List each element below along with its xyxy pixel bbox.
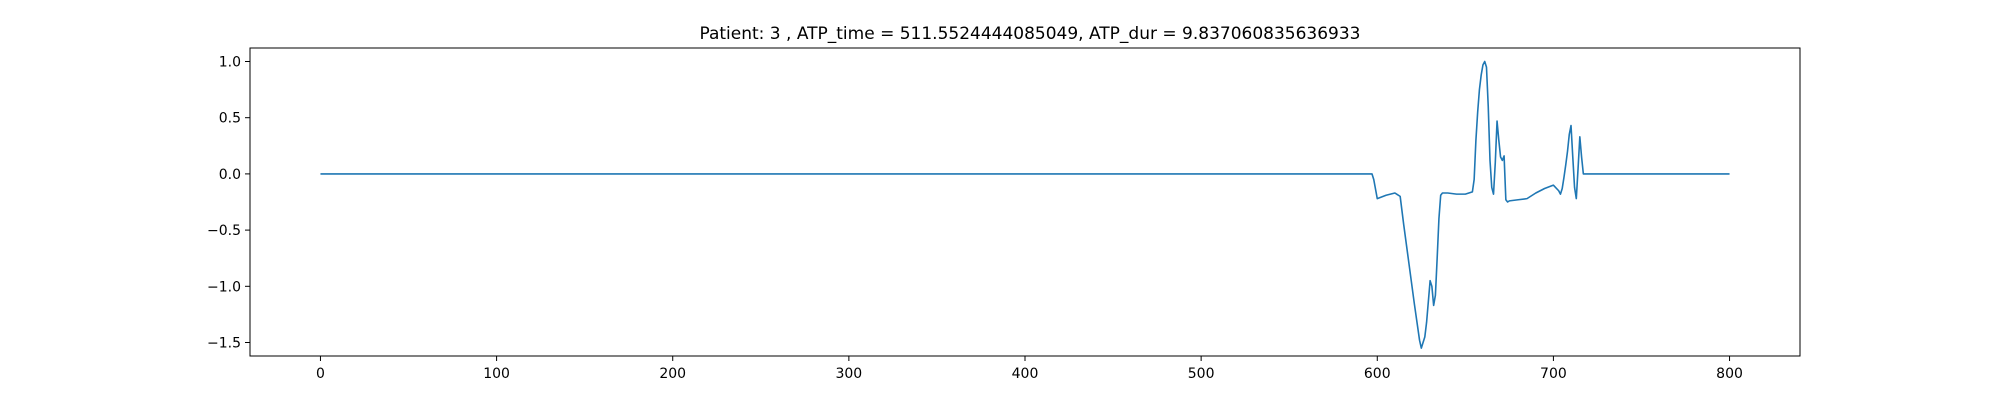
- x-tick-label: 300: [835, 366, 862, 382]
- x-tick-label: 0: [316, 366, 325, 382]
- x-tick-label: 600: [1364, 366, 1391, 382]
- y-tick-label: −1.5: [207, 336, 241, 352]
- plot-area: 0 100 200 300 400 500 600 700 800 1.0 0.5 0.0 −0.5 −…: [207, 47, 1801, 382]
- y-tick-label: −0.5: [207, 223, 241, 239]
- y-tick-label: 0.0: [219, 167, 241, 183]
- x-tick-label: 200: [659, 366, 686, 382]
- x-tick-label: 400: [1012, 366, 1039, 382]
- y-tick-label: 0.5: [219, 111, 241, 127]
- x-tick-label: 800: [1716, 366, 1743, 382]
- x-tick-label: 700: [1540, 366, 1567, 382]
- x-axis: 0 100 200 300 400 500 600 700 800: [316, 356, 1743, 382]
- y-axis: 1.0 0.5 0.0 −0.5 −1.0 −1.5: [207, 54, 250, 352]
- chart-title: Patient: 3 , ATP_time = 511.552444408504…: [699, 24, 1360, 44]
- y-tick-label: −1.0: [207, 279, 241, 295]
- x-tick-label: 500: [1188, 366, 1215, 382]
- series-line: [320, 60, 1730, 349]
- y-tick-label: 1.0: [219, 54, 241, 70]
- x-tick-label: 100: [483, 366, 510, 382]
- axes-frame: [249, 47, 1801, 357]
